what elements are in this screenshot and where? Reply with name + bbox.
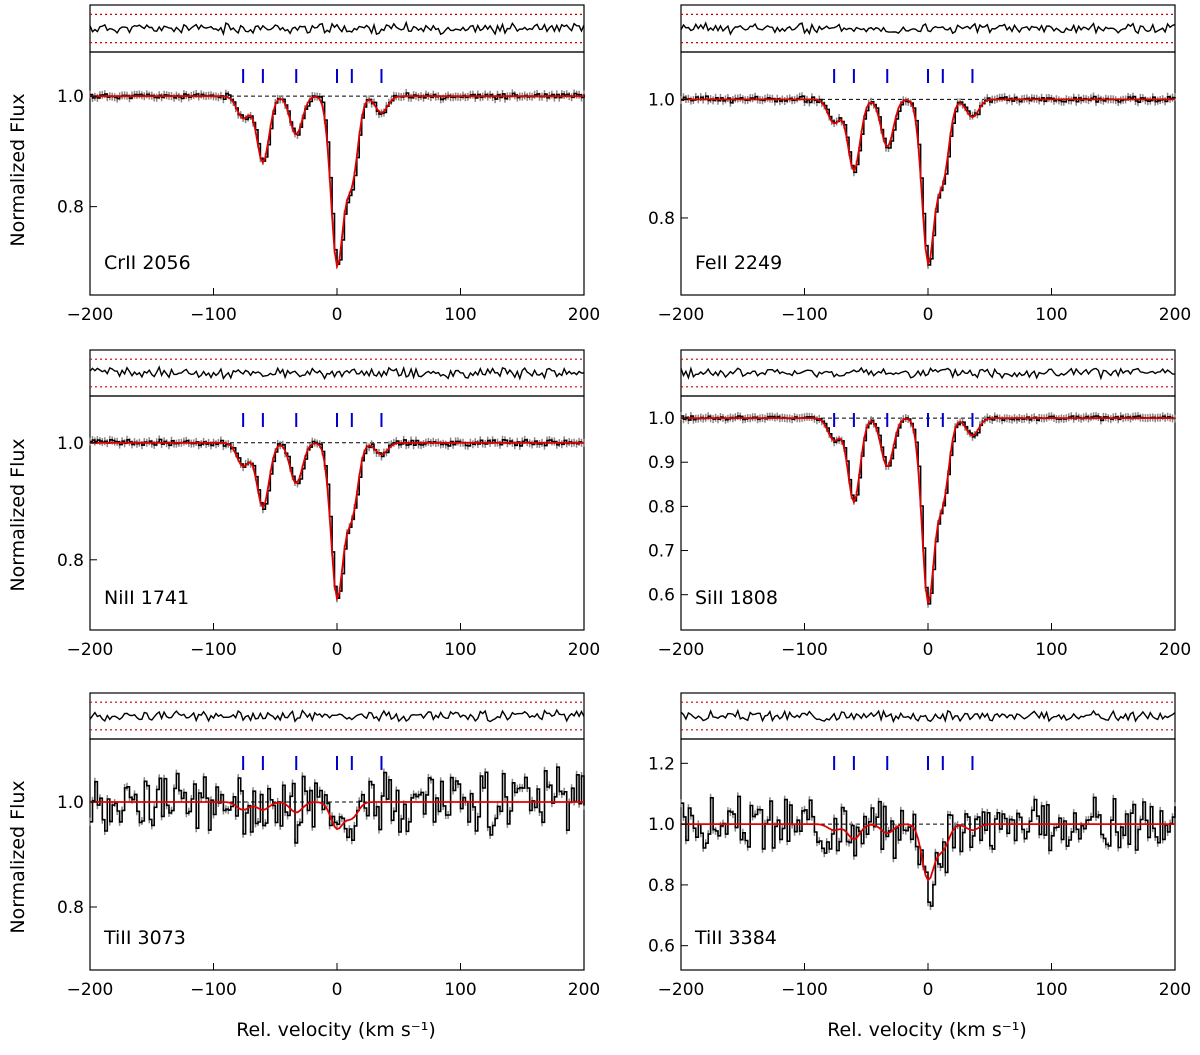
x-tick-label: −100 xyxy=(781,980,828,1000)
model-fit-line xyxy=(90,801,584,831)
x-tick-label: −100 xyxy=(781,640,828,660)
model-fit-line xyxy=(90,95,584,270)
panel-niii-1741: 0.8 1.0 −200 −100 0 100 200 NiII 1741 xyxy=(57,349,600,660)
model-fit-line xyxy=(681,417,1175,604)
x-tick-label: 200 xyxy=(568,640,600,660)
x-tick-label: −200 xyxy=(67,980,114,1000)
y-tick-label: 1.0 xyxy=(648,815,675,835)
x-tick-label: −200 xyxy=(67,305,114,325)
x-tick-label: −100 xyxy=(190,305,237,325)
panel-feii-2249: 0.8 1.0 −200 −100 0 100 200 FeII 2249 xyxy=(648,4,1191,325)
flux-error-bars xyxy=(89,435,585,603)
x-tick-label: 100 xyxy=(444,305,476,325)
x-tick-label: −200 xyxy=(658,305,705,325)
model-fit-line xyxy=(681,823,1175,882)
x-tick-label: 100 xyxy=(444,980,476,1000)
residual-trace xyxy=(89,365,585,381)
x-tick-label: 0 xyxy=(923,640,934,660)
residual-trace xyxy=(89,20,585,37)
y-tick-label: 0.8 xyxy=(648,497,675,517)
x-tick-label: 100 xyxy=(1035,640,1067,660)
residual-trace xyxy=(680,708,1176,724)
residual-trace xyxy=(680,21,1176,36)
panels-group: 0.8 1.0 −200 −100 0 100 200 CrII 2056 0.8 1.0 −200… xyxy=(57,4,1191,1000)
x-axis-label-left: Rel. velocity (km s⁻¹) xyxy=(236,1019,436,1041)
y-tick-label: 1.0 xyxy=(648,90,675,110)
flux-error-bars xyxy=(680,412,1176,608)
panel-siii-1808: 0.6 0.7 0.8 0.9 1.0 −200 −100 0 100 200 SiII 1808 xyxy=(648,349,1191,660)
panel-tiii-3073: 0.8 1.0 −200 −100 0 100 200 TiII 3073 xyxy=(57,692,600,1000)
x-tick-label: −200 xyxy=(67,640,114,660)
x-tick-label: 200 xyxy=(1159,640,1191,660)
ion-label: FeII 2249 xyxy=(695,252,782,274)
ion-label: SiII 1808 xyxy=(695,587,778,609)
y-tick-label: 0.8 xyxy=(57,551,84,571)
residual-frame xyxy=(680,692,1176,740)
y-tick-label: 0.6 xyxy=(648,937,675,957)
x-tick-label: 200 xyxy=(1159,305,1191,325)
x-tick-label: 100 xyxy=(1035,980,1067,1000)
flux-data-line xyxy=(681,415,1176,605)
x-tick-label: −100 xyxy=(781,305,828,325)
flux-error-bars xyxy=(680,92,1176,269)
x-tick-label: 0 xyxy=(923,980,934,1000)
flux-error-bars xyxy=(89,89,585,269)
flux-data-line xyxy=(90,766,585,844)
x-tick-label: 0 xyxy=(923,305,934,325)
x-tick-label: −200 xyxy=(658,640,705,660)
x-tick-label: 0 xyxy=(332,305,343,325)
x-axis-label-right: Rel. velocity (km s⁻¹) xyxy=(827,1019,1027,1041)
x-tick-label: 200 xyxy=(568,305,600,325)
x-tick-label: 0 xyxy=(332,980,343,1000)
y-tick-label: 1.0 xyxy=(57,434,84,454)
x-tick-label: 0 xyxy=(332,640,343,660)
residual-trace xyxy=(680,366,1176,381)
panel-crii-2056: 0.8 1.0 −200 −100 0 100 200 CrII 2056 xyxy=(57,4,600,325)
y-axis-label-row-1: Normalized Flux xyxy=(7,93,29,246)
y-tick-label: 0.6 xyxy=(648,586,675,606)
y-tick-label: 1.0 xyxy=(648,409,675,429)
x-tick-label: 200 xyxy=(1159,980,1191,1000)
model-fit-line xyxy=(681,98,1175,267)
y-tick-label: 1.0 xyxy=(57,87,84,107)
ion-label: TiII 3384 xyxy=(694,927,777,949)
ion-label: TiII 3073 xyxy=(103,927,186,949)
y-tick-label: 0.8 xyxy=(57,198,84,218)
flux-data-line xyxy=(681,795,1176,907)
panel-tiii-3384: 0.6 0.8 1.0 1.2 −200 −100 0 100 200 TiII 3384 xyxy=(648,692,1191,1000)
residual-trace xyxy=(89,708,585,723)
flux-data-line xyxy=(90,92,585,265)
flux-data-line xyxy=(90,438,584,599)
y-axis-label-row-2: Normalized Flux xyxy=(7,438,29,591)
x-tick-label: −200 xyxy=(658,980,705,1000)
y-tick-label: 0.8 xyxy=(648,876,675,896)
x-tick-label: 200 xyxy=(568,980,600,1000)
y-tick-label: 0.9 xyxy=(648,453,675,473)
x-tick-label: 100 xyxy=(444,640,476,660)
x-tick-label: −100 xyxy=(190,980,237,1000)
y-axis-label-row-3: Normalized Flux xyxy=(7,780,29,933)
y-tick-label: 1.0 xyxy=(57,793,84,813)
ion-label: CrII 2056 xyxy=(104,252,191,274)
y-tick-label: 0.7 xyxy=(648,542,675,562)
model-fit-line xyxy=(90,441,584,602)
y-tick-label: 1.2 xyxy=(648,754,675,774)
y-tick-label: 0.8 xyxy=(648,209,675,229)
flux-data-line xyxy=(681,95,1176,266)
x-tick-label: −100 xyxy=(190,640,237,660)
ion-label: NiII 1741 xyxy=(104,587,189,609)
x-tick-label: 100 xyxy=(1035,305,1067,325)
y-tick-label: 0.8 xyxy=(57,898,84,918)
